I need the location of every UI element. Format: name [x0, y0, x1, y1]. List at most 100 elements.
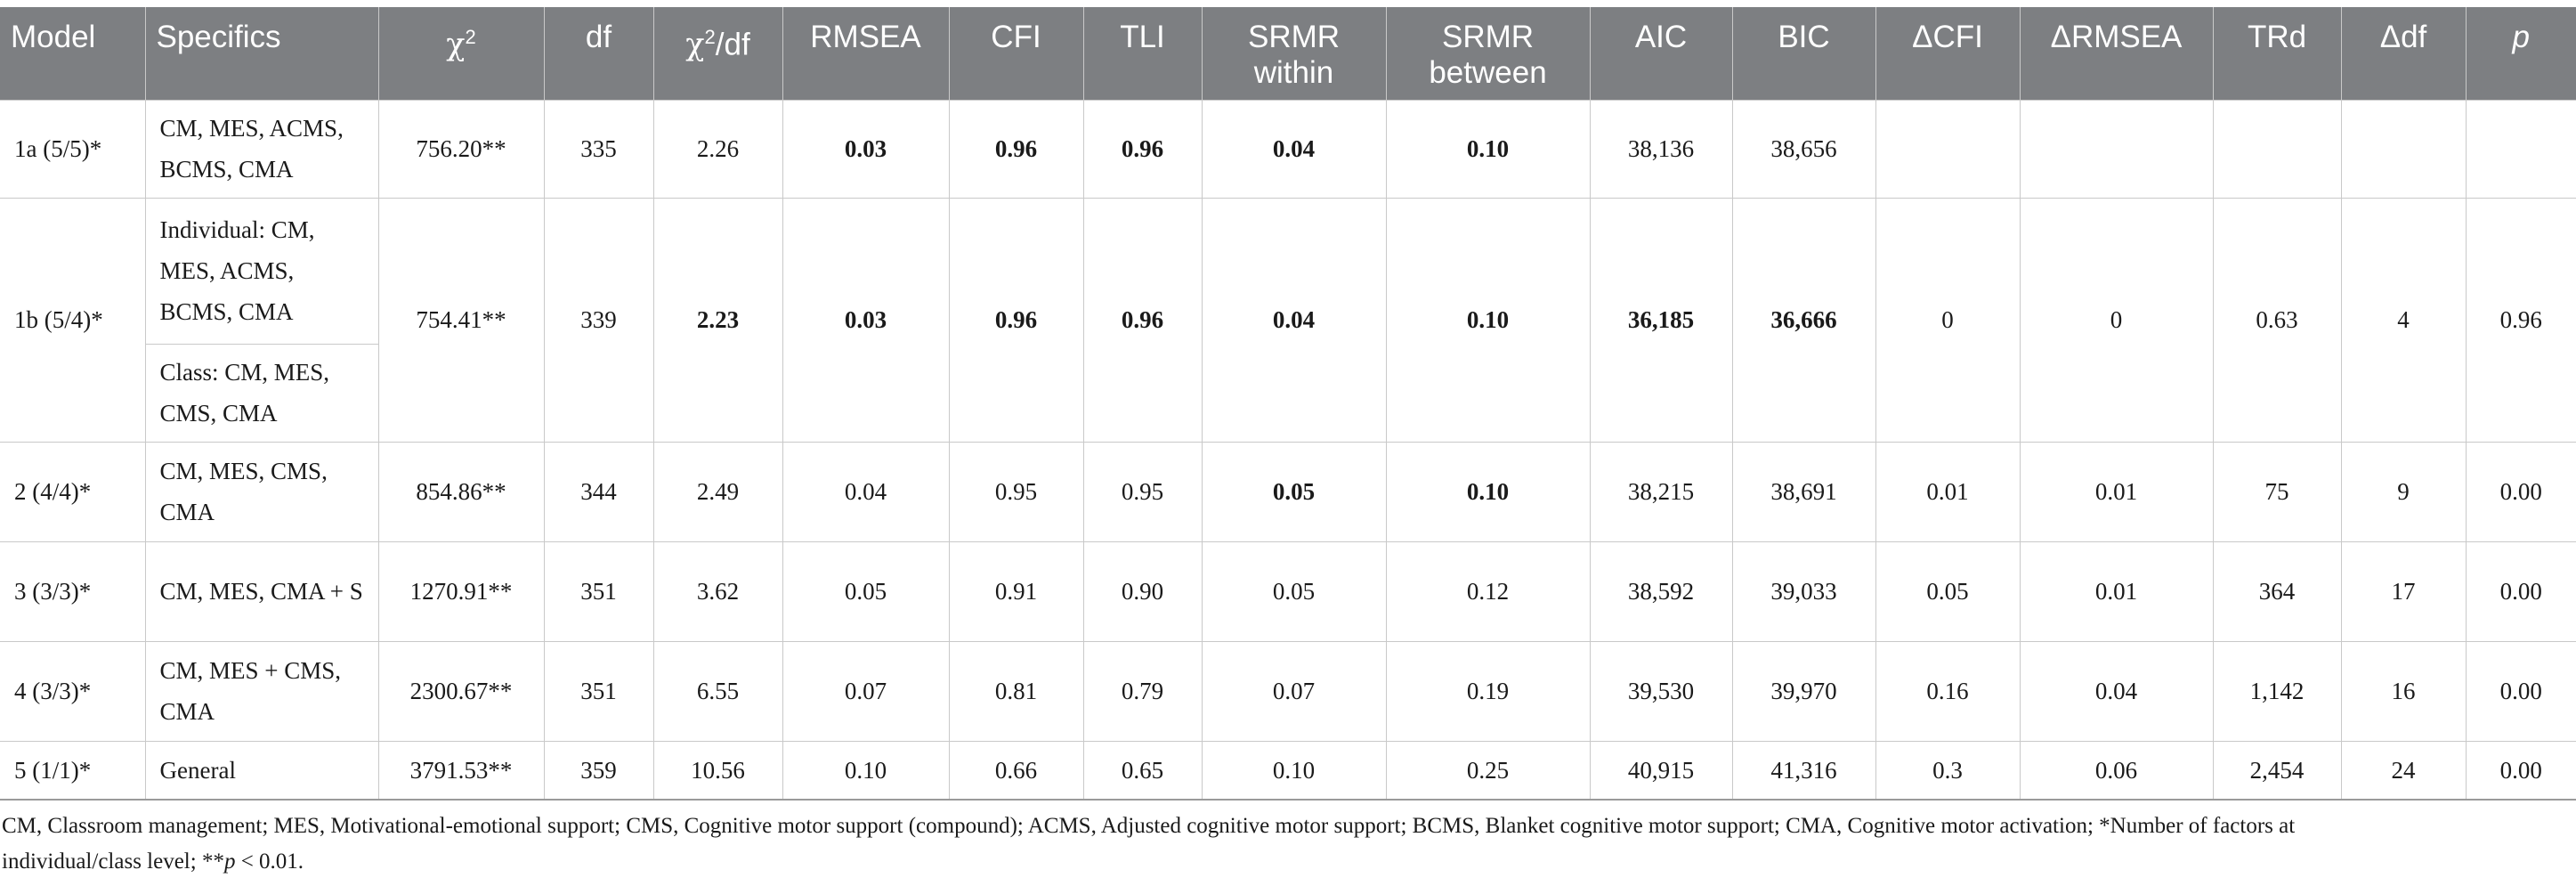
cell-specifics-individual: Individual: CM, MES, ACMS, BCMS, CMA — [144, 197, 379, 345]
col-header-srmr-within-line1: SRMR — [1247, 20, 1341, 54]
cell-trd: 2,454 — [2212, 740, 2342, 801]
cell-trd: 0.63 — [2212, 197, 2342, 443]
col-header-delta-df-label: Δdf — [2379, 20, 2427, 54]
col-header-chi2-df: χ2/df — [652, 7, 782, 100]
footnote-line-1: CM, Classroom management; MES, Motivatio… — [2, 814, 2296, 838]
cell-chi2-df: 2.26 — [652, 99, 783, 199]
superscript-2: 2 — [704, 26, 716, 48]
cell-tli: 0.90 — [1082, 541, 1203, 642]
cell-srmr-between: 0.19 — [1385, 640, 1591, 742]
cell-delta-cfi: 0.05 — [1875, 541, 2021, 642]
cell-chi2-df: 2.23 — [652, 197, 783, 443]
col-header-delta-cfi-label: ΔCFI — [1912, 20, 1983, 54]
col-header-cfi-label: CFI — [991, 20, 1041, 54]
table-row: 3 (3/3)* CM, MES, CMA + S 1270.91** 351 … — [0, 541, 2576, 642]
cell-p: 0.96 — [2465, 197, 2576, 443]
cell-delta-df: 16 — [2340, 640, 2467, 742]
cell-cfi: 0.91 — [948, 541, 1084, 642]
cell-srmr-within: 0.10 — [1201, 740, 1387, 801]
col-header-srmr-between-line2: between — [1429, 55, 1547, 90]
cell-srmr-between: 0.25 — [1385, 740, 1591, 801]
cell-aic: 36,185 — [1589, 197, 1733, 443]
cell-specifics: General — [144, 740, 379, 801]
cell-delta-cfi — [1875, 99, 2021, 199]
cell-rmsea: 0.04 — [782, 441, 950, 542]
cell-model: 1b (5/4)* — [0, 197, 146, 443]
col-header-aic: AIC — [1589, 7, 1732, 100]
cell-df: 335 — [543, 99, 654, 199]
cell-tli: 0.95 — [1082, 441, 1203, 542]
table-footnote: CM, Classroom management; MES, Motivatio… — [2, 809, 2565, 880]
table-row: 1b (5/4)* Individual: CM, MES, ACMS, BCM… — [0, 197, 2576, 443]
cell-delta-cfi: 0 — [1875, 197, 2021, 443]
cell-delta-df: 4 — [2340, 197, 2467, 443]
col-header-p-label: p — [2512, 20, 2530, 54]
cell-model: 4 (3/3)* — [0, 640, 146, 742]
cell-model: 5 (1/1)* — [0, 740, 146, 801]
cell-delta-rmsea: 0 — [2019, 197, 2214, 443]
cell-srmr-within: 0.07 — [1201, 640, 1387, 742]
cell-delta-cfi: 0.16 — [1875, 640, 2021, 742]
col-header-bic-label: BIC — [1778, 20, 1830, 54]
cell-rmsea: 0.03 — [782, 197, 950, 443]
cell-srmr-within: 0.05 — [1201, 441, 1387, 542]
cell-srmr-between: 0.10 — [1385, 441, 1591, 542]
chi2-df-rest: /df — [715, 27, 750, 62]
footnote-p-symbol: p — [223, 849, 236, 874]
col-header-specifics-label: Specifics — [156, 20, 281, 54]
cell-delta-rmsea: 0.01 — [2019, 541, 2214, 642]
col-header-chi2: χ2 — [377, 7, 544, 100]
footnote-line-2: individual/class level; **p < 0.01. — [2, 844, 2565, 880]
col-header-srmr-within-line2: within — [1253, 55, 1334, 90]
cell-bic: 38,656 — [1731, 99, 1876, 199]
cell-tli: 0.96 — [1082, 197, 1203, 443]
cell-chi2: 854.86** — [377, 441, 545, 542]
cell-rmsea: 0.07 — [782, 640, 950, 742]
cell-tli: 0.79 — [1082, 640, 1203, 742]
cell-rmsea: 0.03 — [782, 99, 950, 199]
table-row: 5 (1/1)* General 3791.53** 359 10.56 0.1… — [0, 740, 2576, 801]
cell-tli: 0.65 — [1082, 740, 1203, 801]
cell-delta-cfi: 0.3 — [1875, 740, 2021, 801]
col-header-trd-label: TRd — [2247, 20, 2307, 54]
cell-bic: 39,033 — [1731, 541, 1876, 642]
cell-srmr-between: 0.10 — [1385, 197, 1591, 443]
superscript-2: 2 — [465, 26, 476, 48]
col-header-rmsea: RMSEA — [782, 7, 949, 100]
cell-bic: 38,691 — [1731, 441, 1876, 542]
cell-trd: 364 — [2212, 541, 2342, 642]
footnote-line-2-pre: individual/class level; ** — [2, 849, 224, 874]
col-header-delta-rmsea: ΔRMSEA — [2019, 7, 2213, 100]
cell-aic: 38,215 — [1589, 441, 1733, 542]
model-fit-table: Model Specifics χ2 df χ2/df RMSEA CFI TL… — [0, 7, 2576, 801]
cell-rmsea: 0.05 — [782, 541, 950, 642]
cell-chi2-df: 10.56 — [652, 740, 783, 801]
cell-bic: 39,970 — [1731, 640, 1876, 742]
cell-delta-df: 9 — [2340, 441, 2467, 542]
cell-tli: 0.96 — [1082, 99, 1203, 199]
table-row-sub: Class: CM, MES, CMS, CMA — [0, 343, 2576, 443]
cell-delta-rmsea: 0.04 — [2019, 640, 2214, 742]
cell-srmr-between: 0.10 — [1385, 99, 1591, 199]
cell-srmr-within: 0.04 — [1201, 99, 1387, 199]
col-header-p: p — [2465, 7, 2576, 100]
cell-df: 344 — [543, 441, 654, 542]
col-header-trd: TRd — [2212, 7, 2341, 100]
col-header-srmr-within: SRMR within — [1201, 7, 1386, 100]
cell-trd: 75 — [2212, 441, 2342, 542]
cell-df: 339 — [543, 197, 654, 443]
cell-cfi: 0.96 — [948, 197, 1084, 443]
cell-chi2: 754.41** — [377, 197, 545, 443]
col-header-delta-cfi: ΔCFI — [1875, 7, 2020, 100]
col-header-specifics: Specifics — [144, 7, 378, 100]
col-header-model-label: Model — [11, 20, 96, 54]
table-row: 4 (3/3)* CM, MES + CMS, CMA 2300.67** 35… — [0, 640, 2576, 742]
cell-chi2: 2300.67** — [377, 640, 545, 742]
cell-bic: 36,666 — [1731, 197, 1876, 443]
cell-p: 0.00 — [2465, 441, 2576, 542]
cell-trd — [2212, 99, 2342, 199]
cell-df: 351 — [543, 541, 654, 642]
col-header-tli: TLI — [1082, 7, 1202, 100]
cell-rmsea: 0.10 — [782, 740, 950, 801]
col-header-rmsea-label: RMSEA — [810, 20, 921, 54]
